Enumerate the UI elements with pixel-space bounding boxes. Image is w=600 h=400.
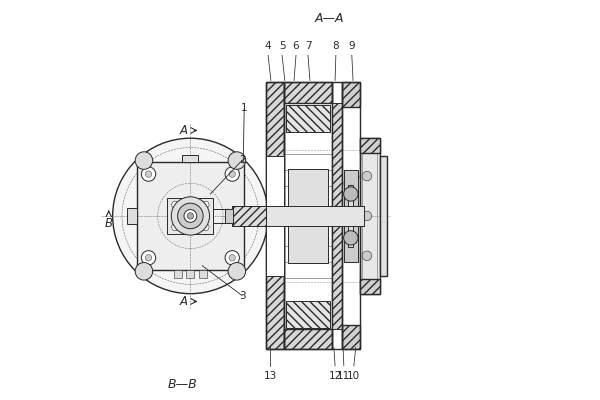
Bar (266, 82, 284, 350)
Circle shape (344, 187, 358, 201)
Circle shape (142, 251, 156, 265)
Bar (127, 208, 137, 224)
Circle shape (225, 251, 239, 265)
Circle shape (362, 211, 372, 221)
Circle shape (135, 262, 152, 280)
Bar (187, 270, 194, 278)
Circle shape (135, 152, 152, 169)
Circle shape (362, 171, 372, 181)
Text: 4: 4 (265, 40, 271, 50)
Text: 8: 8 (332, 40, 339, 50)
Bar (342, 325, 360, 350)
Circle shape (145, 171, 152, 177)
Circle shape (145, 255, 152, 261)
Bar (199, 270, 207, 278)
Text: 2: 2 (239, 155, 245, 165)
Text: 13: 13 (263, 372, 277, 382)
Bar (360, 138, 380, 153)
Bar (332, 82, 342, 350)
Text: 5: 5 (279, 40, 286, 50)
Circle shape (202, 201, 209, 208)
Bar (284, 82, 332, 350)
Circle shape (362, 251, 372, 260)
Bar (348, 185, 353, 247)
Text: 12: 12 (328, 372, 342, 382)
Circle shape (172, 224, 179, 231)
Circle shape (202, 224, 209, 231)
Text: 7: 7 (305, 40, 311, 50)
Bar (286, 301, 330, 328)
Bar (137, 162, 244, 270)
Bar (266, 206, 364, 226)
Text: A: A (179, 295, 187, 308)
Circle shape (178, 203, 203, 229)
Bar (284, 82, 332, 103)
Bar (332, 103, 342, 329)
Circle shape (142, 167, 156, 181)
Text: 11: 11 (337, 372, 350, 382)
Bar (344, 170, 358, 262)
Bar (380, 156, 387, 276)
Bar (182, 155, 199, 162)
Text: 3: 3 (239, 291, 245, 301)
Bar (232, 206, 266, 226)
Text: A: A (179, 124, 187, 137)
Circle shape (344, 231, 358, 245)
Text: B: B (272, 217, 280, 230)
Bar (167, 198, 214, 234)
Circle shape (172, 201, 179, 208)
Circle shape (171, 197, 209, 235)
Text: B: B (105, 217, 113, 230)
Circle shape (225, 167, 239, 181)
Bar (225, 209, 233, 223)
Circle shape (229, 255, 235, 261)
Bar (173, 270, 182, 278)
Circle shape (229, 171, 235, 177)
Bar (284, 329, 332, 350)
Circle shape (187, 213, 194, 219)
Bar (342, 82, 360, 350)
Bar (244, 208, 254, 224)
Circle shape (228, 262, 245, 280)
Bar (266, 156, 284, 276)
Text: 6: 6 (293, 40, 299, 50)
Bar (232, 206, 266, 226)
Text: B—B: B—B (167, 378, 197, 391)
Bar (288, 169, 328, 263)
Circle shape (113, 138, 268, 294)
Text: 1: 1 (241, 103, 248, 113)
Bar (266, 82, 284, 350)
Circle shape (228, 152, 245, 169)
Text: A—A: A—A (315, 12, 344, 25)
Circle shape (184, 210, 197, 222)
Text: 9: 9 (349, 40, 355, 50)
Bar (342, 82, 360, 107)
Bar (360, 138, 380, 294)
Bar (360, 278, 380, 294)
Text: 10: 10 (347, 372, 361, 382)
Bar (286, 105, 330, 132)
